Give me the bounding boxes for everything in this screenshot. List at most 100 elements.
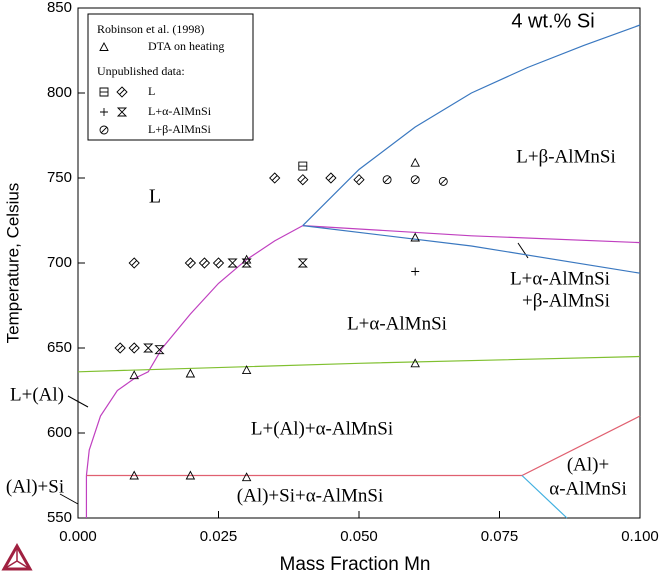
data-point [353,174,365,186]
data-point [128,257,140,269]
marker-part [215,260,222,266]
data-point [198,257,211,269]
data-point [410,232,420,242]
region-label: (Al)+Si [6,476,64,497]
legend-box [87,13,254,141]
y-tick-label: 650 [47,339,72,356]
marker-part [117,345,123,351]
data-point [297,258,308,268]
marker-part [411,267,420,276]
region-label: (Al)+ [567,454,609,475]
data-point [185,368,196,378]
legend-symbols [100,107,128,117]
phase-boundary [302,225,641,274]
legend-label: L [148,84,155,98]
marker-part [128,342,140,354]
marker-part [297,258,308,268]
region-label: L [149,186,161,208]
marker-part [198,257,211,269]
x-tick-label: 0.075 [481,528,519,545]
marker-part [131,260,138,266]
pointer [59,493,79,505]
y-tick-label: 600 [47,424,72,441]
marker-part [241,472,252,482]
y-tick-label: 700 [47,254,72,271]
region-label: L+(Al) [10,384,64,405]
phase-boundary [77,355,641,373]
marker-part [116,86,128,98]
marker-part [356,176,362,183]
marker-part [100,126,108,134]
marker-part [241,365,252,375]
region-label: (Al)+Si+α-AlMnSi [237,485,383,506]
data-point [212,257,225,269]
data-point [410,175,420,185]
data-point [298,161,308,171]
y-tick-label: 850 [47,0,72,16]
data-point [325,172,337,184]
legend-label: L+α-AlMnSi [148,104,212,118]
marker-part [410,358,420,368]
phase-boundary [521,475,568,519]
marker-part [410,157,420,167]
marker-part [99,42,109,51]
marker-part [185,368,196,378]
marker-part [411,176,419,184]
marker-part [143,343,154,353]
data-point [227,258,238,268]
data-point [128,342,140,354]
region-label: L+α-AlMnSi [510,268,610,289]
legend-label: L+β-AlMnSi [148,122,212,136]
data-point [438,176,448,186]
data-point [410,358,420,368]
marker-part [328,175,334,181]
legend-heading: Unpublished data: [97,64,185,78]
region-label: L+β-AlMnSi [516,146,616,167]
marker-part [99,125,109,135]
region-label: α-AlMnSi [549,478,627,499]
data-point [297,174,309,186]
legend-symbols [99,42,109,51]
marker-part [382,175,392,185]
marker-part [325,172,337,184]
y-tick-label: 550 [47,509,72,526]
region-label: L+(Al)+α-AlMnSi [251,418,393,439]
x-tick-label: 0.100 [621,528,659,545]
data-point [185,470,196,480]
marker-part [439,178,447,185]
marker-part [129,470,139,480]
x-axis-label: Mass Fraction Mn [280,554,431,575]
marker-part [297,174,309,186]
marker-part [269,172,281,184]
marker-part [201,260,208,266]
logo [1,542,33,571]
y-tick-label: 750 [47,169,72,186]
data-point [129,370,139,380]
marker-part [131,345,138,351]
marker-part [187,260,194,266]
x-tick-label: 0.050 [340,528,378,545]
data-point [114,342,126,354]
marker-part [128,257,140,269]
phase-boundary [85,225,304,476]
data-point [269,172,281,184]
marker-part [383,176,391,184]
marker-part [241,258,252,268]
data-point [410,157,420,167]
phase-boundary [302,225,641,244]
pointer [67,395,89,408]
marker-part [353,174,365,186]
y-axis-label: Temperature, Celsius [3,183,22,344]
region-label: +β-AlMnSi [522,290,610,311]
data-point [154,345,165,355]
data-point [241,472,252,482]
marker-part [227,258,238,268]
region-label: 4 wt.% Si [511,10,594,32]
marker-part [114,342,126,354]
legend-symbols [99,125,109,135]
phase-boundary [302,24,641,227]
marker-part [184,257,197,269]
marker-part [100,108,108,116]
x-tick-label: 0.025 [200,528,238,545]
